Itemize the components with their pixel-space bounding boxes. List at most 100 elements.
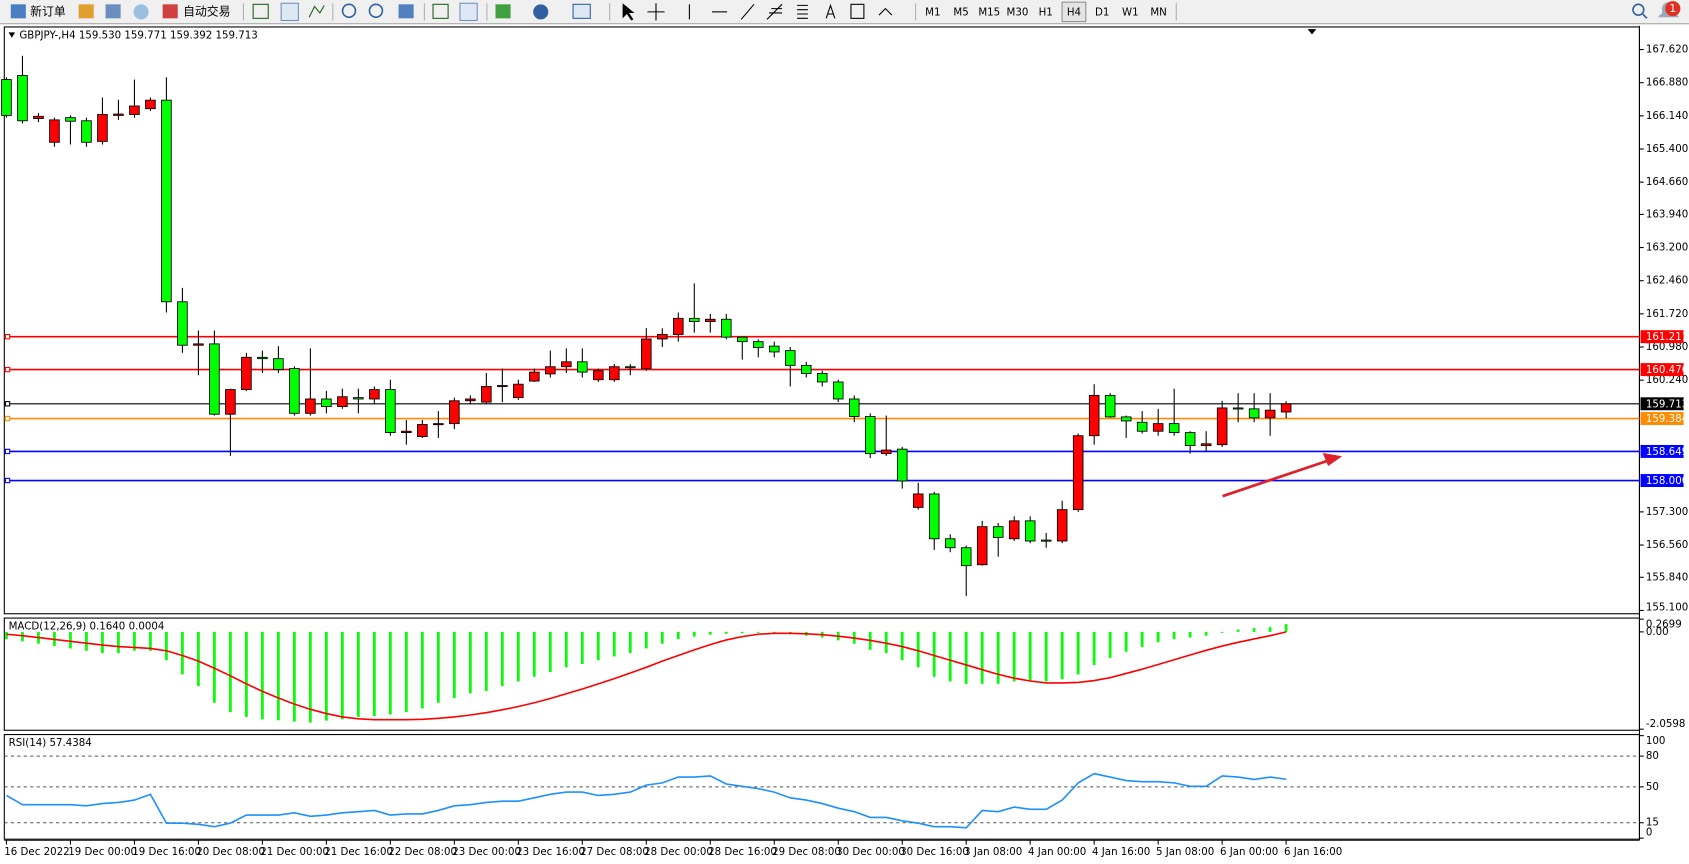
candle-body: [593, 370, 604, 381]
cursor-icon[interactable]: [622, 3, 635, 21]
crosshair-icon[interactable]: [647, 3, 665, 21]
search-icon-handle[interactable]: [1642, 13, 1648, 19]
candle-body: [1008, 520, 1020, 540]
timeframe-button[interactable]: M30: [1007, 6, 1029, 18]
candle-body: [33, 115, 44, 119]
candle-body: [768, 345, 780, 353]
templates-icon[interactable]: [572, 3, 591, 19]
candle-body: [401, 430, 412, 434]
candle-body: [816, 373, 828, 383]
timeframe-button[interactable]: M15: [978, 6, 1000, 18]
x-tick-label: 6 Jan 00:00: [1220, 846, 1278, 858]
line-chart-icon[interactable]: [308, 5, 325, 18]
arrows-icon[interactable]: [878, 7, 893, 16]
zoom-in-icon[interactable]: [341, 3, 357, 19]
y-tick-label: 100: [1646, 735, 1666, 747]
price-label: 158.649: [1646, 446, 1688, 458]
search-icon[interactable]: [1632, 3, 1645, 16]
x-tick-label: 30 Dec 00:00: [836, 846, 905, 858]
y-tick-label: 15: [1646, 817, 1659, 829]
y-tick-label: 162.460: [1646, 275, 1688, 287]
level-marker: [4, 477, 11, 484]
timeframe-button[interactable]: M5: [953, 6, 968, 18]
label-icon[interactable]: [850, 3, 865, 19]
notification-badge[interactable]: [1665, 1, 1681, 17]
chart-area: GBPJPY-,H4 159.530 159.771 159.392 159.7…: [1, 25, 1688, 858]
price-label-box: [1640, 412, 1684, 425]
price-label: 159.713: [1646, 398, 1688, 410]
autoscroll-icon[interactable]: [432, 3, 449, 19]
level-marker: [4, 401, 11, 407]
timeframe-button[interactable]: W1: [1122, 6, 1139, 18]
indicator-line: [6, 772, 1287, 829]
timeframe-button[interactable]: M1: [925, 6, 940, 18]
candle-body: [657, 334, 668, 340]
candle-body: [177, 301, 188, 346]
toolbar-icon[interactable]: [78, 4, 94, 19]
y-tick-label: 164.660: [1646, 176, 1688, 188]
timeframe-button[interactable]: MN: [1150, 6, 1166, 18]
candle-body: [449, 400, 460, 425]
level-marker: [4, 333, 11, 340]
notification-count: 1: [1669, 2, 1676, 15]
candle-body: [337, 396, 348, 408]
timeframe-active[interactable]: [1061, 1, 1087, 23]
toolbar-icon[interactable]: [133, 4, 149, 20]
candle-body: [1040, 539, 1052, 542]
level-marker: [4, 366, 11, 373]
zoom-out-icon[interactable]: [368, 3, 384, 19]
channel-icon[interactable]: [766, 3, 783, 20]
title-marker: [8, 32, 16, 38]
x-tick-label: 20 Dec 08:00: [196, 846, 265, 858]
x-tick-label: 21 Dec 00:00: [260, 846, 329, 858]
candle-body: [832, 381, 844, 400]
candle-body: [1024, 520, 1036, 542]
y-tick-label: 0.2699: [1646, 619, 1682, 631]
fibo-icon[interactable]: [797, 4, 808, 19]
tile-icon[interactable]: [398, 4, 414, 19]
x-tick-label: 3 Jan 08:00: [964, 846, 1022, 858]
timeframe-button[interactable]: H4: [1067, 6, 1081, 18]
candle-body: [1104, 394, 1116, 418]
candle-body: [545, 366, 556, 375]
y-tick-label: 0: [1646, 827, 1653, 839]
y-tick-label: 160.980: [1646, 341, 1688, 353]
candle-body: [976, 526, 988, 566]
x-tick-label: 19 Dec 16:00: [132, 846, 201, 858]
text-icon[interactable]: [825, 3, 836, 19]
x-tick-label: 4 Jan 16:00: [1092, 846, 1150, 858]
candle-body: [784, 350, 796, 366]
candle-body: [641, 338, 652, 369]
candle-body: [752, 341, 764, 348]
shift-icon[interactable]: [459, 2, 478, 22]
candle-body: [561, 361, 572, 368]
candle-body: [1248, 408, 1260, 419]
level-marker: [4, 415, 11, 422]
price-label-box: [1640, 363, 1684, 377]
candle-body: [241, 356, 252, 391]
candle-body: [864, 416, 876, 455]
candle-body: [353, 397, 364, 400]
candle-body: [481, 386, 492, 403]
timeframe-button[interactable]: D1: [1095, 6, 1109, 18]
timeframe-button[interactable]: H1: [1039, 6, 1053, 18]
price-label: 160.476: [1646, 364, 1688, 376]
x-tick-label: 22 Dec 08:00: [388, 846, 457, 858]
candle-chart-icon[interactable]: [280, 2, 299, 22]
periods-icon[interactable]: [533, 4, 549, 20]
bar-chart-icon[interactable]: [252, 3, 269, 19]
new-order-button[interactable]: 新订单: [30, 4, 66, 18]
candle-body: [161, 99, 172, 303]
candle-body: [848, 398, 860, 417]
indicators-icon[interactable]: [495, 4, 511, 19]
price-label-box: [1640, 397, 1684, 411]
toolbar-icon[interactable]: [105, 4, 121, 19]
y-tick-label: 160.240: [1646, 374, 1688, 386]
auto-trade-icon[interactable]: [162, 4, 178, 19]
candle-body: [1088, 394, 1100, 437]
new-order-icon[interactable]: [10, 4, 26, 19]
candle-body: [577, 361, 588, 373]
trendline-icon[interactable]: [740, 3, 755, 20]
auto-trade-button[interactable]: 自动交易: [183, 4, 230, 18]
